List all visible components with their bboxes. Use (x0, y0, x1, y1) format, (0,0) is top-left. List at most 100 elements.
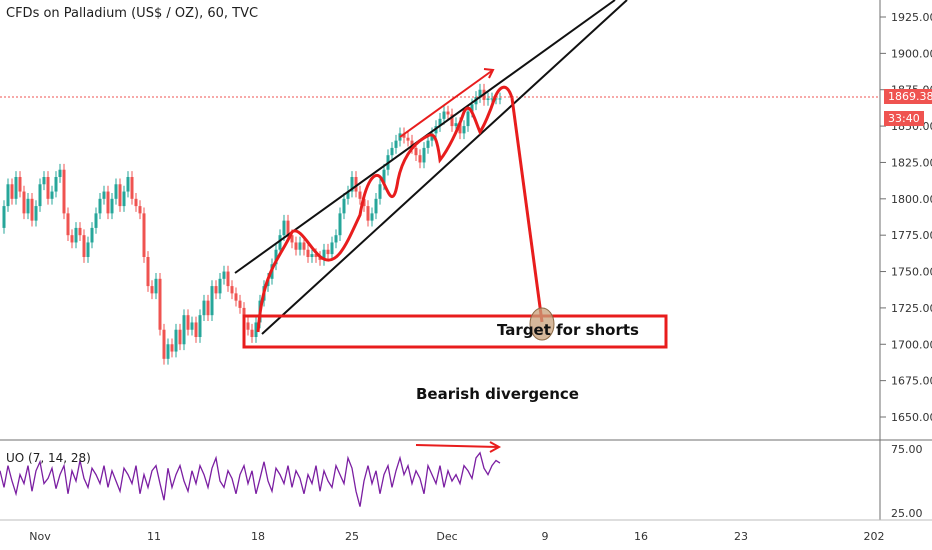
candle-body (418, 155, 422, 163)
candle-body (94, 213, 98, 228)
candle-body (126, 177, 130, 192)
candle-body (194, 322, 198, 337)
time-tick-label: Nov (29, 530, 51, 543)
candle-body (86, 242, 90, 257)
candle-body (238, 300, 242, 308)
momentum-arrow[interactable] (399, 69, 494, 138)
price-tick-label: 1775.00 (891, 229, 932, 242)
indicator-tick-label: 25.00 (891, 507, 923, 520)
candle-body (462, 126, 466, 134)
time-tick-label: 11 (147, 530, 161, 543)
time-tick-label: 202 (864, 530, 885, 543)
candle-body (274, 249, 278, 265)
lower-trend-line[interactable] (261, 0, 628, 335)
candle-body (50, 191, 54, 199)
candle-body (250, 329, 254, 337)
target-box[interactable] (242, 314, 668, 349)
candle-body (58, 169, 62, 177)
candle-body (290, 235, 294, 243)
candle-body (226, 271, 230, 287)
candle-body (450, 114, 454, 127)
candle-body (26, 198, 30, 214)
candle-body (14, 177, 18, 199)
countdown-badge: 33:40 (884, 111, 924, 126)
candle-body (430, 133, 434, 141)
price-tick-label: 1650.00 (891, 411, 932, 424)
candle-body (6, 184, 10, 207)
momentum-arrow-head (483, 68, 495, 79)
indicator-title: UO (7, 14, 28) (6, 451, 91, 465)
target-marker (529, 307, 555, 341)
candle-body (446, 111, 450, 115)
candle-body (134, 198, 138, 207)
divergence-arrow[interactable] (415, 444, 499, 448)
price-tick-label: 1925.00 (891, 11, 932, 24)
candle-body (318, 257, 322, 260)
candle-body (422, 147, 426, 163)
candle-body (310, 254, 314, 257)
candle-body (210, 286, 214, 316)
candle-body (162, 329, 166, 359)
candle-body (470, 104, 474, 112)
candle-body (166, 344, 170, 359)
drop-projection-line[interactable] (510, 97, 544, 323)
candle-body (90, 227, 94, 243)
candle-body (38, 184, 42, 207)
candle-body (402, 133, 406, 138)
candle-body (70, 235, 74, 243)
candle-body (170, 344, 174, 352)
candle-body (322, 249, 326, 260)
trend-lines[interactable] (234, 0, 628, 335)
candle-body (218, 278, 222, 294)
candle-body (302, 242, 306, 250)
candle-body (286, 220, 290, 236)
red-wave-drawing[interactable] (256, 85, 514, 333)
candle-body (214, 286, 218, 294)
price-tick-label: 1900.00 (891, 47, 932, 60)
candle-body (118, 184, 122, 207)
target-label: Target for shorts (497, 321, 639, 339)
candle-body (2, 206, 6, 228)
candle-body (334, 235, 338, 243)
candle-body (222, 271, 226, 279)
candle-body (114, 184, 118, 199)
candle-body (438, 118, 442, 127)
candle-body (414, 147, 418, 156)
candle-body (338, 213, 342, 236)
time-tick-label: 9 (542, 530, 549, 543)
candle-body (202, 300, 206, 316)
candle-body (110, 198, 114, 214)
candle-body (82, 235, 86, 257)
candle-body (494, 98, 498, 100)
candle-body (130, 177, 134, 199)
candle-body (390, 147, 394, 156)
candle-body (186, 315, 190, 330)
candle-body (198, 315, 202, 337)
candle-body (154, 278, 158, 294)
candle-body (382, 169, 386, 185)
time-tick-label: 23 (734, 530, 748, 543)
time-tick-label: 25 (345, 530, 359, 543)
current-price-badge: 1869.38 (884, 89, 932, 104)
candle-body (426, 140, 430, 148)
candle-body (22, 191, 26, 214)
candle-body (178, 329, 182, 345)
candle-body (138, 206, 142, 214)
price-tick-label: 1700.00 (891, 338, 932, 351)
candle-body (454, 123, 458, 127)
candle-body (102, 191, 106, 199)
candle-body (378, 184, 382, 199)
candle-body (298, 242, 302, 250)
candle-body (358, 191, 362, 199)
candle-body (410, 140, 414, 148)
candle-body (18, 177, 22, 192)
candle-body (98, 198, 102, 214)
candle-body (66, 213, 70, 236)
candle-body (466, 111, 470, 127)
candle-body (54, 177, 58, 192)
candle-body (354, 177, 358, 192)
candle-body (182, 315, 186, 345)
candle-body (294, 242, 298, 250)
candle-body (486, 98, 490, 100)
